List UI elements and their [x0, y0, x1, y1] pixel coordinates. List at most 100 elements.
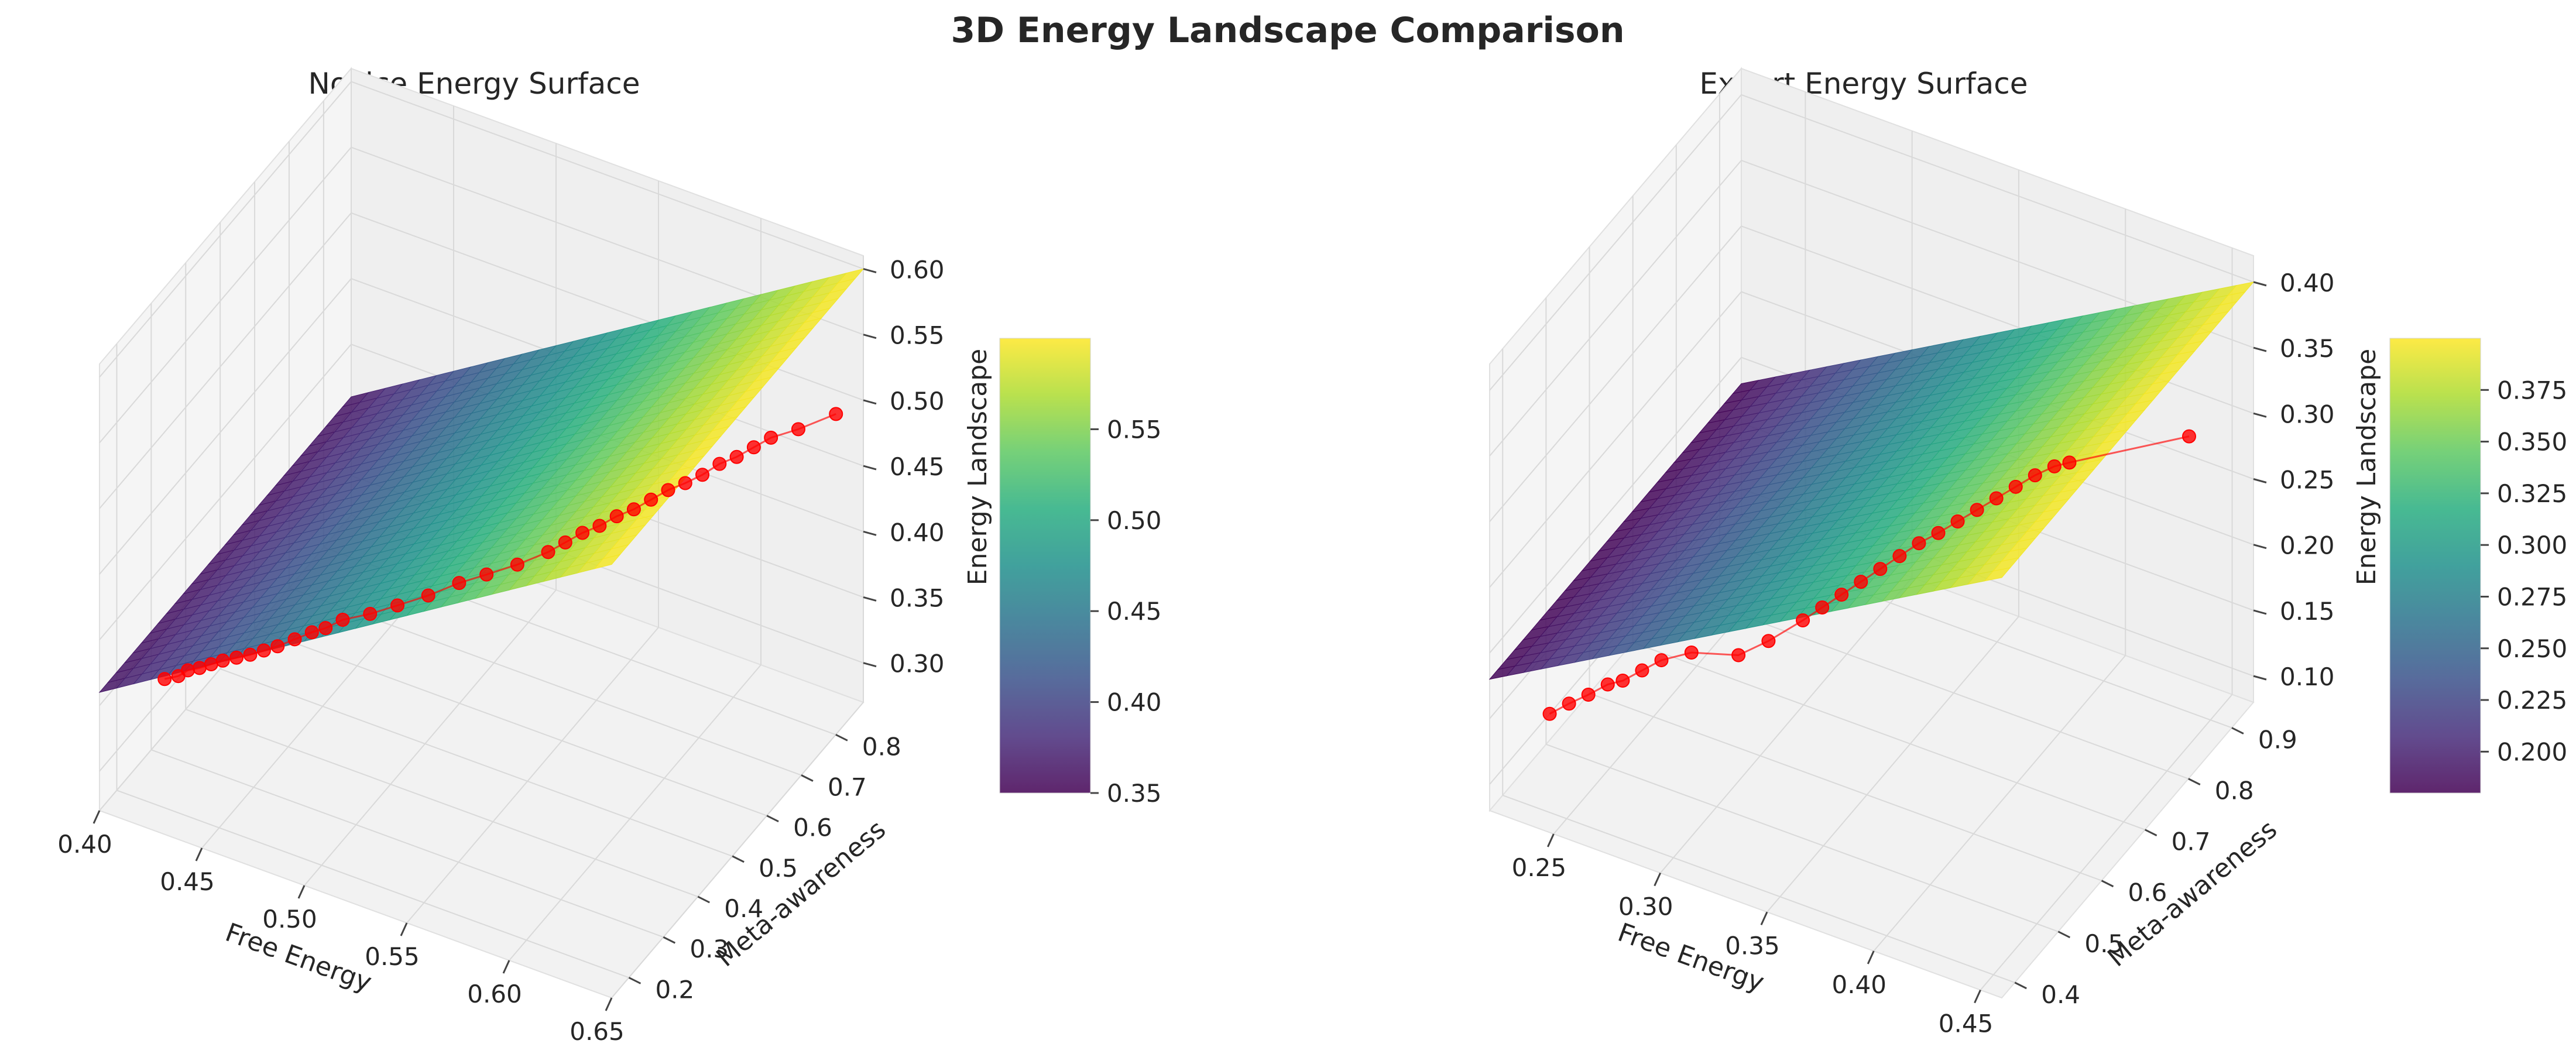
trajectory-point — [510, 557, 524, 572]
trajectory-point — [729, 449, 744, 464]
expert-colorbar: 0.200 0.225 0.250 0.275 0.300 0.325 0.350 0.375 — [2389, 338, 2567, 794]
colorbar-tick-label: 0.225 — [2497, 686, 2567, 715]
trajectory-point — [1654, 653, 1669, 668]
x-tick-mark — [502, 960, 510, 974]
colorbar-tick-label: 0.275 — [2497, 582, 2567, 611]
z-tick-label: 0.20 — [2280, 531, 2335, 560]
x-tick-label: 0.60 — [467, 980, 522, 1008]
trajectory-point — [1684, 646, 1699, 660]
y-tick-label: 0.7 — [828, 773, 867, 802]
trajectory-point — [1912, 536, 1926, 551]
trajectory-point — [575, 526, 590, 540]
y-tick-mark — [697, 895, 710, 904]
colorbar-tick-label: 0.350 — [2497, 428, 2567, 456]
y-tick-mark — [2101, 880, 2114, 888]
z-tick-label: 0.60 — [890, 255, 945, 284]
trajectory-point — [390, 598, 405, 613]
y-tick-mark — [766, 815, 779, 823]
y-tick-label: 0.2 — [655, 975, 694, 1004]
y-gridline — [116, 789, 629, 979]
y-tick-mark — [2231, 727, 2244, 734]
x-gridline — [406, 627, 659, 924]
trajectory-point — [204, 657, 218, 672]
y-tick-mark — [2144, 829, 2157, 837]
y-tick-label: 0.8 — [2215, 777, 2254, 805]
novice-zaxis-label: Energy Landscape — [963, 349, 993, 585]
z-gridline — [1489, 160, 1742, 456]
trajectory-point — [157, 672, 172, 686]
trajectory-point — [695, 468, 710, 482]
z-tick-label: 0.30 — [2280, 400, 2335, 428]
y-tick-label: 0.6 — [793, 813, 832, 842]
y-tick-mark — [663, 936, 676, 944]
trajectory-point — [1600, 677, 1615, 692]
y-tick-label: 0.7 — [2172, 828, 2211, 856]
trajectory-point — [626, 502, 641, 517]
colorbar-tick-label: 0.250 — [2497, 634, 2567, 663]
trajectory-point — [1761, 634, 1776, 648]
figure-suptitle: 3D Energy Landscape Comparison — [951, 10, 1624, 51]
y-gridline — [185, 709, 698, 897]
y-tick-mark — [628, 977, 642, 984]
z-gridline — [351, 81, 864, 270]
trajectory-point — [335, 612, 350, 627]
z-tick-mark — [2253, 346, 2267, 352]
x-gridline — [1659, 577, 1913, 874]
trajectory-point — [1834, 588, 1849, 602]
y-tick-label: 0.5 — [759, 854, 798, 883]
z-gridline — [99, 212, 352, 509]
trajectory-point — [270, 639, 285, 654]
x-tick-label: 0.55 — [365, 942, 420, 971]
z-gridline — [1489, 291, 1742, 588]
trajectory-point — [764, 430, 778, 445]
x-gridline — [1873, 655, 2126, 952]
trajectory-point — [1796, 613, 1810, 628]
x-tick-mark — [605, 997, 613, 1011]
trajectory-point — [181, 663, 195, 678]
x-gridline — [1767, 616, 2019, 912]
z-tick-mark — [863, 662, 877, 668]
x-tick-label: 0.40 — [57, 830, 112, 859]
colorbar-tick-label: 0.375 — [2497, 376, 2567, 404]
z-gridline — [1489, 225, 1742, 522]
z-gridline — [1741, 94, 2254, 283]
trajectory-point — [304, 625, 319, 640]
x-tick-mark — [1760, 911, 1768, 925]
z-tick-label: 0.25 — [2280, 466, 2335, 495]
trajectory-point — [2047, 459, 2062, 473]
trajectory-point — [1635, 663, 1649, 678]
novice-surface — [98, 268, 865, 693]
y-gridline — [219, 668, 733, 857]
trajectory-point — [609, 509, 624, 524]
x-tick-mark — [297, 885, 306, 899]
z-tick-mark — [863, 334, 877, 339]
trajectory-point — [558, 535, 572, 550]
trajectory-point — [712, 456, 727, 471]
y-gridline — [1546, 743, 2059, 932]
trajectory-point — [1873, 562, 1888, 576]
x-tick-label: 0.35 — [1725, 931, 1780, 960]
z-tick-mark — [863, 530, 877, 536]
trajectory-point — [791, 422, 805, 437]
x-tick-mark — [195, 847, 203, 861]
y-tick-label: 0.8 — [862, 732, 901, 761]
z-gridline — [99, 344, 352, 640]
trajectory-point — [1731, 648, 1746, 662]
z-tick-mark — [863, 267, 877, 273]
x-tick-mark — [1654, 873, 1662, 887]
y-tick-mark — [801, 774, 814, 782]
trajectory-point — [1581, 688, 1596, 702]
novice-colorbar-bar — [999, 338, 1091, 794]
trajectory-point — [287, 632, 302, 647]
z-gridline — [1489, 94, 1742, 391]
trajectory-point — [215, 653, 230, 668]
x-tick-label: 0.40 — [1831, 970, 1886, 999]
x-tick-mark — [92, 810, 101, 824]
x-gridline — [304, 589, 557, 886]
x-tick-label: 0.45 — [160, 867, 215, 896]
trajectory-point — [661, 483, 675, 497]
y-gridline — [254, 627, 767, 816]
z-gridline — [99, 278, 352, 575]
x-tick-label: 0.50 — [262, 905, 317, 933]
